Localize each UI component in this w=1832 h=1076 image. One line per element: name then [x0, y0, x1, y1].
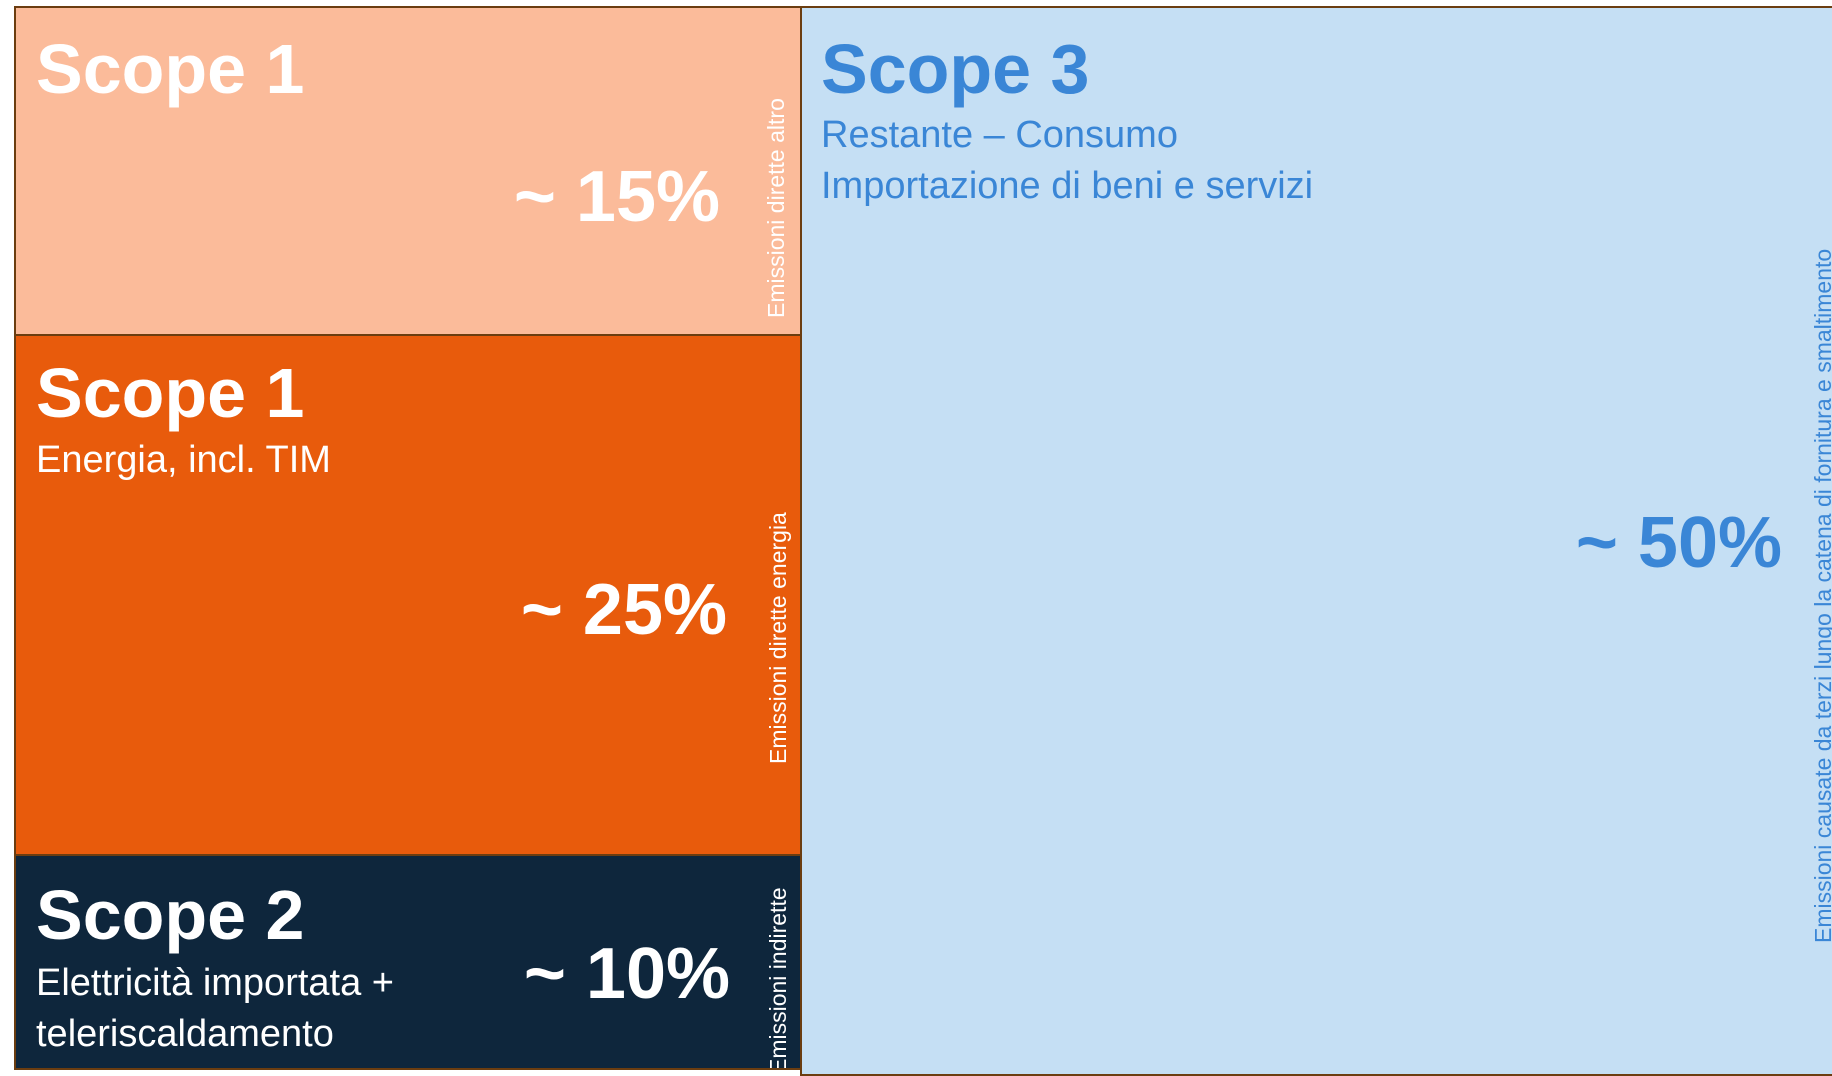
- block-title: Scope 3: [821, 30, 1090, 108]
- block-subtitle: teleriscaldamento: [36, 1013, 334, 1055]
- block-percent: ~ 50%: [1575, 503, 1782, 583]
- block-side-label: Emissioni dirette altro: [763, 98, 789, 318]
- block-subtitle: Importazione di beni e servizi: [821, 165, 1314, 207]
- block-percent: ~ 15%: [513, 157, 720, 237]
- block-subtitle: Elettricità importata +: [36, 962, 394, 1004]
- block-scope1-energy: Scope 1 Energia, incl. TIM ~ 25% Emissio…: [14, 334, 802, 856]
- block-scope1-other: Scope 1 ~ 15% Emissioni dirette altro: [14, 6, 802, 336]
- block-side-label: Emissioni causate da terzi lungo la cate…: [1810, 248, 1832, 943]
- block-side-label: Emissioni dirette energia: [765, 512, 791, 764]
- block-side-label: Emissioni indirette: [765, 887, 791, 1070]
- block-percent: ~ 10%: [523, 934, 730, 1014]
- block-scope3: Scope 3 Restante – Consumo Importazione …: [800, 6, 1832, 1076]
- block-subtitle: Energia, incl. TIM: [36, 439, 331, 481]
- block-scope2: Scope 2 Elettricità importata + telerisc…: [14, 854, 802, 1070]
- block-percent: ~ 25%: [520, 570, 727, 650]
- block-subtitle: Restante – Consumo: [821, 114, 1178, 156]
- block-title: Scope 2: [36, 876, 305, 954]
- block-title: Scope 1: [36, 354, 305, 432]
- block-title: Scope 1: [36, 30, 305, 108]
